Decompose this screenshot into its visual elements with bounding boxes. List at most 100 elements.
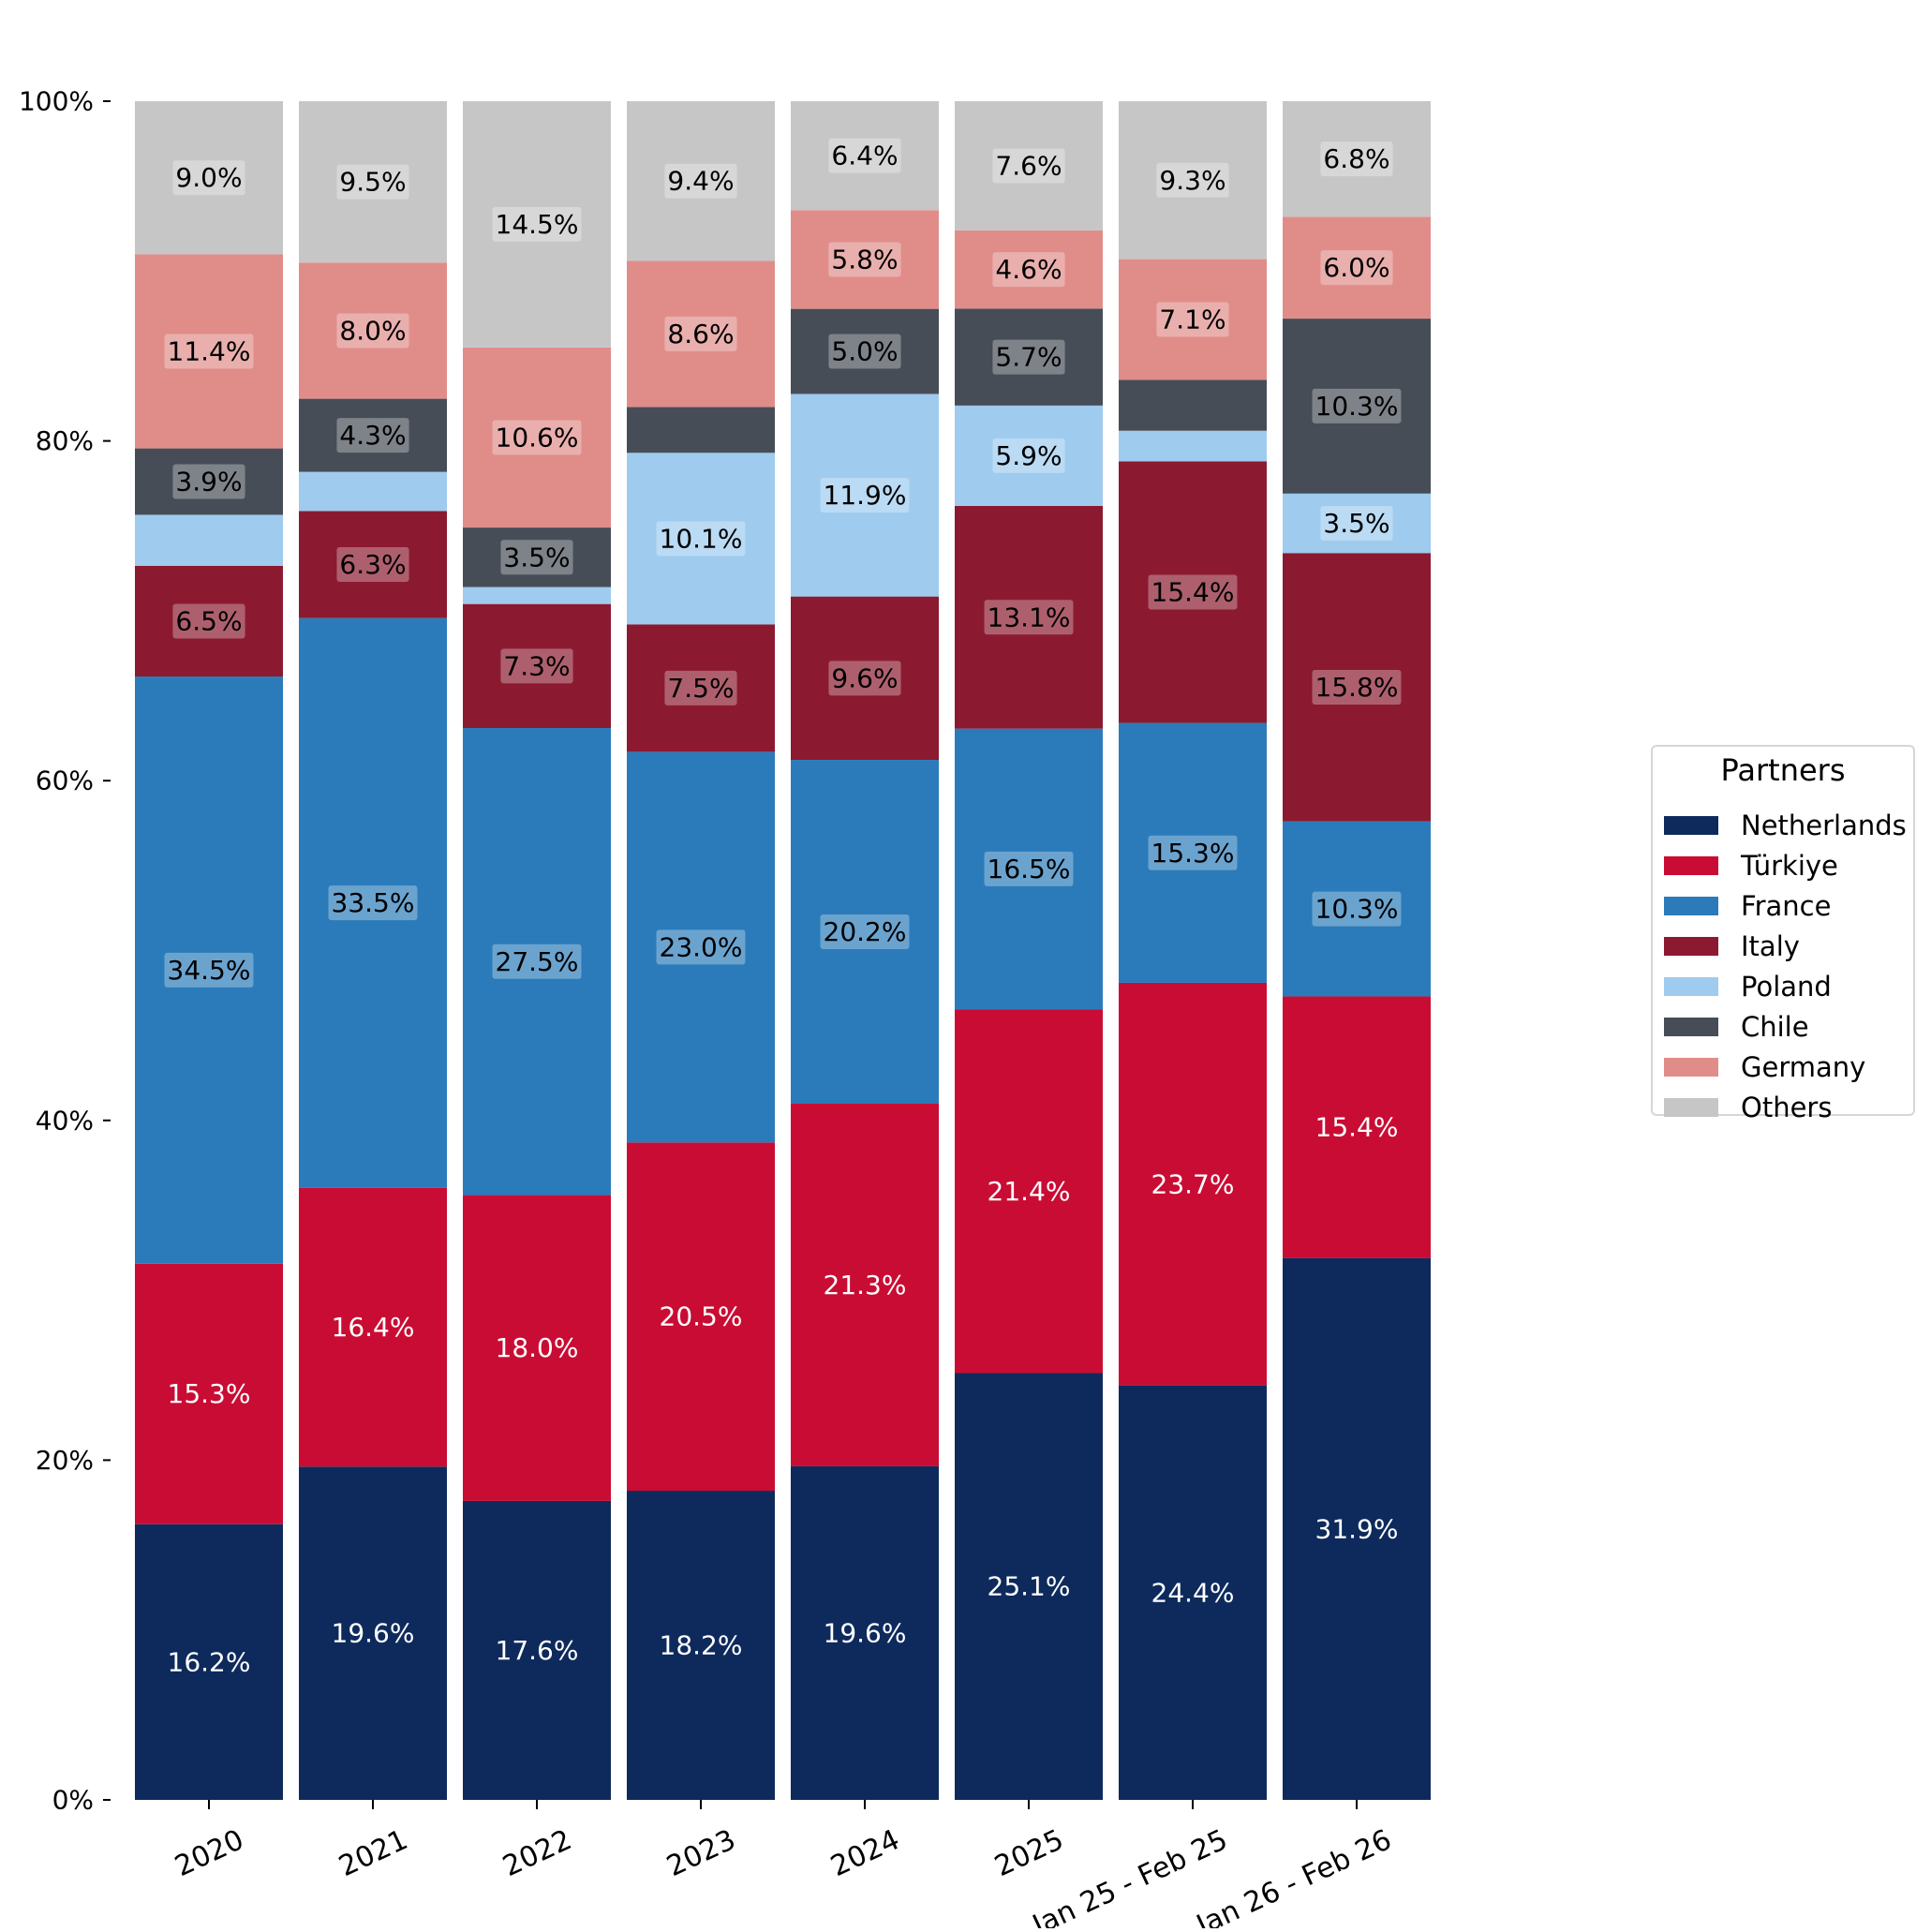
legend-swatch <box>1664 855 1718 875</box>
data-label-text: 15.4% <box>1315 1112 1399 1143</box>
bar-segment-germany-6 <box>1119 259 1267 380</box>
data-label: 9.0% <box>172 160 245 196</box>
data-label-box <box>500 648 573 684</box>
data-label-box <box>328 885 418 921</box>
data-label: 5.8% <box>828 242 901 277</box>
data-label: 10.1% <box>656 521 746 557</box>
data-label-box <box>164 952 254 988</box>
data-label-box <box>164 334 254 369</box>
bar-segment-netherlands-7 <box>1283 1257 1431 1800</box>
legend-swatch <box>1664 815 1718 835</box>
bar-segment-netherlands-4 <box>791 1465 939 1800</box>
data-label-text: 7.6% <box>995 150 1062 181</box>
data-label-text: 21.4% <box>988 1176 1071 1207</box>
bar-segment-t-rkiye-0 <box>135 1263 283 1524</box>
data-label-text: 9.4% <box>667 166 734 197</box>
y-axis: 0% 20% 40% 60% 80% 100% <box>19 86 111 1816</box>
bar-segment-netherlands-1 <box>299 1466 447 1800</box>
data-label-text: 5.0% <box>831 336 898 367</box>
data-label-text: 9.0% <box>175 162 242 193</box>
data-label: 16.5% <box>984 851 1074 886</box>
data-label: 13.1% <box>984 600 1074 635</box>
data-label-text: 6.5% <box>175 605 242 636</box>
bar-segment-t-rkiye-6 <box>1119 982 1267 1386</box>
bar-segment-t-rkiye-7 <box>1283 996 1431 1258</box>
bar-segment-poland-1 <box>299 471 447 512</box>
y-tick-label: 100% <box>19 86 94 117</box>
bar-segment-italy-5 <box>955 505 1103 729</box>
legend-swatch <box>1664 976 1718 996</box>
data-label-box <box>664 163 737 199</box>
data-label-text: 20.2% <box>824 916 907 947</box>
bar-segment-germany-7 <box>1283 216 1431 320</box>
legend-label: Italy <box>1741 929 1800 962</box>
bar-segment-chile-5 <box>955 308 1103 406</box>
data-label-text: 11.4% <box>168 336 251 367</box>
legend-item-italy: Italy <box>1664 926 1800 966</box>
data-label-text: 15.8% <box>1315 672 1399 703</box>
data-label: 15.4% <box>1315 1112 1399 1143</box>
data-label: 11.9% <box>820 478 910 513</box>
data-label: 25.1% <box>988 1571 1071 1602</box>
data-label: 16.2% <box>168 1646 251 1677</box>
data-label-box <box>492 420 582 455</box>
bar-segment-netherlands-0 <box>135 1523 283 1800</box>
bar-segment-poland-3 <box>627 453 775 625</box>
data-label-text: 10.1% <box>660 523 743 554</box>
data-label-text: 17.6% <box>496 1635 579 1666</box>
data-label-text: 3.5% <box>503 542 570 572</box>
bar-segment-poland-5 <box>955 405 1103 506</box>
data-label-text: 14.5% <box>496 209 579 240</box>
legend-swatch <box>1664 936 1718 956</box>
data-label: 15.3% <box>1148 835 1238 870</box>
data-label-text: 8.6% <box>667 319 734 349</box>
data-label: 7.3% <box>500 648 573 684</box>
data-label-text: 7.5% <box>667 673 734 704</box>
bar-segment-poland-7 <box>1283 493 1431 554</box>
data-label-box <box>820 478 910 513</box>
data-label: 7.1% <box>1156 302 1229 337</box>
legend: Partners Netherlands Türkiye France Italy Po… <box>1651 745 1915 1123</box>
data-label-box <box>664 670 737 706</box>
data-label: 10.3% <box>1312 891 1402 927</box>
data-label: 17.6% <box>496 1635 579 1666</box>
x-tick-label: 2024 <box>826 1823 905 1883</box>
data-label: 33.5% <box>328 885 418 921</box>
x-tick-label: 2020 <box>171 1823 249 1883</box>
x-tick-label: 2025 <box>990 1823 1069 1883</box>
data-label-box <box>656 929 746 965</box>
bar-segment-t-rkiye-1 <box>299 1187 447 1467</box>
data-label-text: 19.6% <box>824 1617 907 1648</box>
data-label-box <box>1148 574 1238 610</box>
data-label-box <box>1156 302 1229 337</box>
bar-segment-germany-5 <box>955 230 1103 309</box>
bar-segment-netherlands-2 <box>463 1500 611 1800</box>
legend-item-t-rkiye: Türkiye <box>1664 845 1838 885</box>
data-label-text: 10.3% <box>1315 391 1399 422</box>
data-label: 5.9% <box>992 438 1065 473</box>
data-label-text: 16.2% <box>168 1646 251 1677</box>
data-label-text: 3.5% <box>1323 508 1389 539</box>
data-label-text: 16.4% <box>332 1312 415 1343</box>
data-label-text: 6.4% <box>831 141 898 171</box>
legend-label: Germany <box>1741 1050 1866 1083</box>
data-label-text: 20.5% <box>660 1301 743 1332</box>
data-label-box <box>336 164 409 200</box>
data-label-box <box>336 418 409 453</box>
bar-segment-poland-6 <box>1119 430 1267 462</box>
bar-segment-france-5 <box>955 728 1103 1010</box>
data-label-text: 6.0% <box>1323 252 1389 283</box>
data-label: 20.5% <box>660 1301 743 1332</box>
bar-segment-others-2 <box>463 101 611 348</box>
data-label-box <box>828 661 901 696</box>
data-label: 9.6% <box>828 661 901 696</box>
data-label: 23.0% <box>656 929 746 965</box>
bar-segment-italy-2 <box>463 603 611 728</box>
bar-segment-others-5 <box>955 101 1103 230</box>
data-label-text: 24.4% <box>1151 1577 1235 1608</box>
data-label-text: 5.8% <box>831 244 898 275</box>
data-label-text: 7.1% <box>1159 304 1225 334</box>
data-label-text: 33.5% <box>332 887 415 918</box>
